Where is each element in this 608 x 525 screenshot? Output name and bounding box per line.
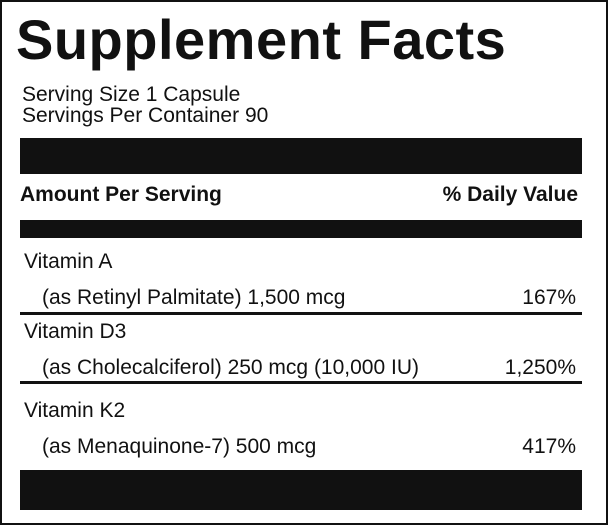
column-header-row: Amount Per Serving % Daily Value [20,179,582,211]
nutrient-row-vitamin-a: Vitamin A (as Retinyl Palmitate) 1,500 m… [24,251,576,308]
nutrient-daily-value: 417% [522,435,576,458]
panel-title: Supplement Facts [16,8,507,71]
nutrient-name: Vitamin A [24,250,113,273]
nutrient-source-amount: (as Retinyl Palmitate) 1,500 mcg [42,286,346,309]
nutrient-row-vitamin-d3: Vitamin D3 (as Cholecalciferol) 250 mcg … [24,321,576,378]
servings-per-container: Servings Per Container 90 [22,104,269,127]
row-divider [20,381,582,384]
daily-value-header: % Daily Value [442,183,578,206]
thick-divider-top [20,138,582,174]
nutrient-daily-value: 167% [522,286,576,309]
nutrient-detail-row: (as Cholecalciferol) 250 mcg (10,000 IU)… [24,357,576,378]
nutrient-name: Vitamin D3 [24,320,127,343]
row-divider [20,312,582,315]
nutrient-name: Vitamin K2 [24,399,126,422]
thick-divider-bottom [20,470,582,510]
thick-divider-middle [20,220,582,238]
nutrient-detail-row: (as Menaquinone-7) 500 mcg 417% [24,436,576,457]
serving-info: Serving Size 1 Capsule Servings Per Cont… [22,84,268,126]
nutrient-source-amount: (as Menaquinone-7) 500 mcg [42,435,317,458]
nutrient-row-vitamin-k2: Vitamin K2 (as Menaquinone-7) 500 mcg 41… [24,400,576,457]
amount-per-serving-header: Amount Per Serving [20,183,222,206]
nutrient-daily-value: 1,250% [504,356,576,379]
serving-size: Serving Size 1 Capsule [22,83,241,106]
nutrient-source-amount: (as Cholecalciferol) 250 mcg (10,000 IU) [42,356,419,379]
nutrient-detail-row: (as Retinyl Palmitate) 1,500 mcg 167% [24,287,576,308]
